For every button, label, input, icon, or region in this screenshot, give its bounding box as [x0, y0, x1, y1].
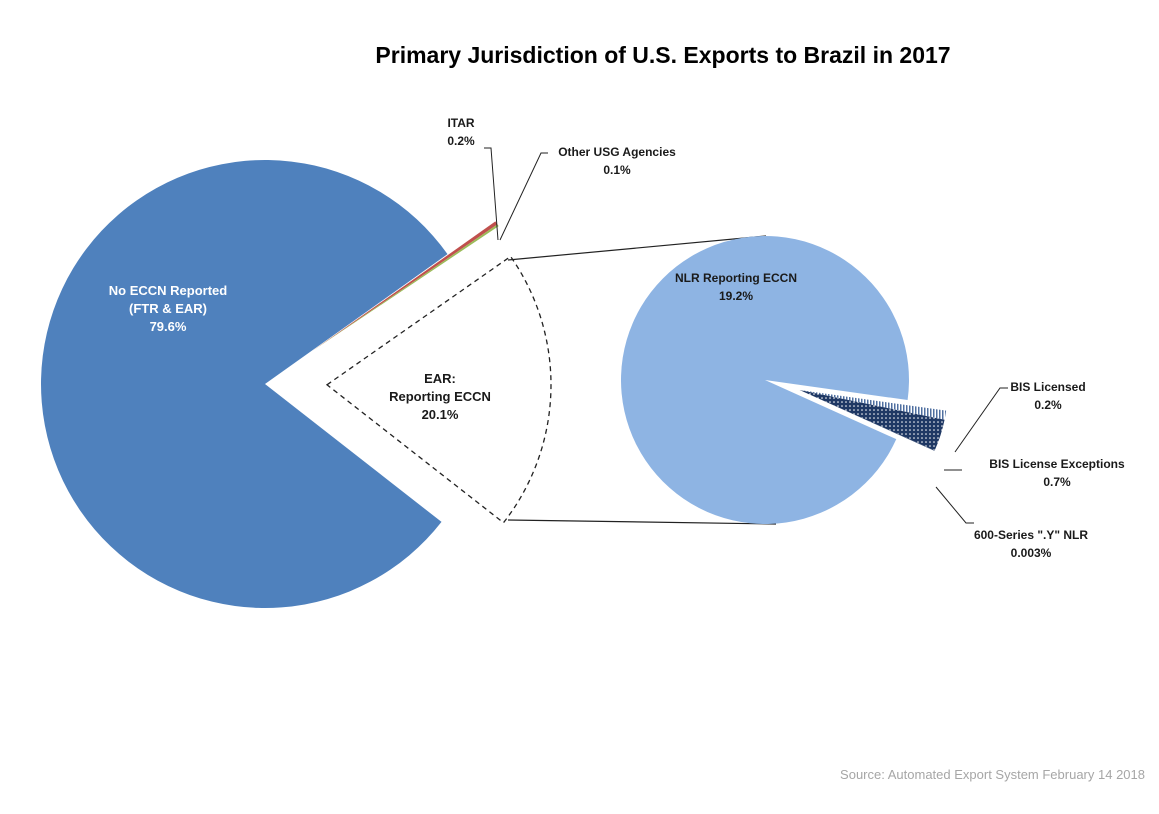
label-bis-licensed-name: BIS Licensed	[1010, 380, 1085, 394]
leader-line-600-series	[935, 486, 974, 524]
label-itar-value: 0.2%	[447, 134, 475, 148]
slice-bis-license-exceptions	[799, 390, 945, 451]
label-no-eccn-name2: (FTR & EAR)	[129, 301, 207, 316]
label-nlr-value: 19.2%	[719, 289, 753, 303]
leader-line-other-usg	[499, 152, 548, 241]
label-ear-name2: Reporting ECCN	[389, 389, 491, 404]
label-other-usg-value: 0.1%	[603, 163, 631, 177]
slice-600-series-y-nlr	[799, 390, 935, 451]
label-ear-value: 20.1%	[422, 407, 459, 422]
label-itar-name: ITAR	[447, 116, 474, 130]
slice-other-usg-agencies	[312, 224, 499, 351]
label-no-eccn-value: 79.6%	[150, 319, 187, 334]
label-nlr-name: NLR Reporting ECCN	[675, 271, 797, 285]
label-bis-licensed-value: 0.2%	[1034, 398, 1062, 412]
connector-line-bottom	[507, 519, 777, 525]
label-bis-exceptions-name: BIS License Exceptions	[989, 457, 1125, 471]
slice-no-eccn-reported	[41, 159, 448, 608]
label-600-series-name: 600-Series ".Y" NLR	[974, 528, 1088, 542]
slice-itar	[312, 221, 498, 351]
label-bis-exceptions-value: 0.7%	[1043, 475, 1071, 489]
label-other-usg-name: Other USG Agencies	[558, 145, 676, 159]
source-note: Source: Automated Export System February…	[840, 767, 1145, 782]
slice-nlr-reporting-eccn	[621, 236, 910, 525]
label-no-eccn-name: No ECCN Reported	[109, 283, 228, 298]
slice-bis-licensed	[799, 390, 947, 420]
label-ear-name: EAR:	[424, 371, 456, 386]
leader-line-itar	[484, 147, 499, 241]
leader-line-bis-licensed	[954, 387, 1008, 453]
label-600-series-value: 0.003%	[1011, 546, 1052, 560]
slice-ear-reporting-eccn	[325, 255, 552, 524]
connector-line-top	[507, 235, 767, 261]
chart-title: Primary Jurisdiction of U.S. Exports to …	[375, 42, 950, 68]
